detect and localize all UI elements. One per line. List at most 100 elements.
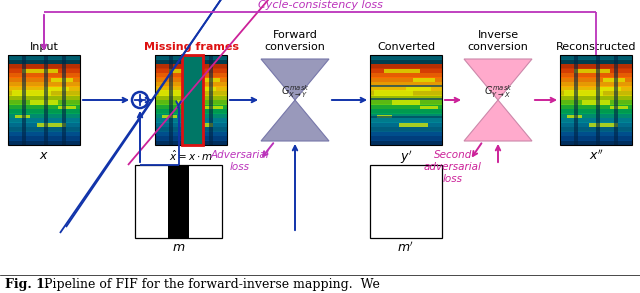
Bar <box>155 109 227 113</box>
Bar <box>560 122 632 127</box>
Text: Second
adversarial
loss: Second adversarial loss <box>424 150 482 184</box>
Text: $m'$: $m'$ <box>397 241 415 255</box>
Bar <box>135 165 222 238</box>
Bar <box>12 90 51 96</box>
Bar <box>155 118 227 122</box>
Text: Reconstructed: Reconstructed <box>556 42 636 52</box>
Bar <box>44 86 69 91</box>
Bar <box>596 55 600 145</box>
Bar <box>198 79 220 82</box>
Bar <box>8 86 80 91</box>
Bar <box>155 95 227 100</box>
Bar <box>374 90 413 96</box>
Bar <box>8 122 80 127</box>
Bar <box>560 95 632 100</box>
Bar <box>560 55 632 145</box>
Bar <box>370 77 442 82</box>
Bar <box>560 104 632 109</box>
Text: $\hat{x} = x \cdot m$: $\hat{x} = x \cdot m$ <box>169 149 213 163</box>
Text: $G^{mask}_{X\rightarrow Y}$: $G^{mask}_{X\rightarrow Y}$ <box>280 84 309 100</box>
Bar <box>370 116 442 118</box>
Bar <box>370 98 442 100</box>
Bar <box>560 127 632 132</box>
Bar <box>370 140 442 145</box>
Text: $m$: $m$ <box>172 241 185 254</box>
Bar <box>8 77 80 82</box>
Bar <box>8 59 80 64</box>
Polygon shape <box>261 59 329 141</box>
Bar <box>406 86 431 91</box>
Bar <box>413 79 435 82</box>
Bar <box>36 123 65 127</box>
Bar <box>564 90 604 96</box>
Bar <box>15 115 29 118</box>
Text: $x$: $x$ <box>39 149 49 162</box>
Text: $y'$: $y'$ <box>400 149 412 166</box>
Bar <box>155 59 227 64</box>
Bar <box>8 131 80 136</box>
Bar <box>155 77 227 82</box>
Bar <box>8 136 80 141</box>
Bar <box>8 104 80 109</box>
Text: Missing frames: Missing frames <box>143 42 239 52</box>
Bar <box>370 100 442 105</box>
Bar <box>560 82 632 86</box>
Bar <box>170 55 173 145</box>
Bar <box>560 113 632 118</box>
Bar <box>370 122 442 127</box>
Bar <box>560 140 632 145</box>
Bar <box>155 82 227 86</box>
Bar <box>8 109 80 113</box>
Bar <box>155 100 227 105</box>
Bar <box>567 115 582 118</box>
Bar <box>575 69 611 73</box>
Bar <box>575 55 578 145</box>
Bar <box>8 95 80 100</box>
Text: $x''$: $x''$ <box>589 149 604 163</box>
Bar <box>560 55 632 59</box>
Bar <box>155 140 227 145</box>
Bar <box>370 55 442 145</box>
Bar <box>177 100 205 105</box>
Bar <box>560 131 632 136</box>
Bar <box>370 59 442 64</box>
Bar <box>159 90 198 96</box>
Bar <box>155 136 227 141</box>
Text: Converted: Converted <box>377 42 435 52</box>
Bar <box>182 55 202 145</box>
Bar <box>370 113 442 118</box>
Bar <box>184 123 212 127</box>
Bar <box>155 55 227 59</box>
Circle shape <box>132 92 148 108</box>
Bar <box>155 64 227 69</box>
Bar <box>155 122 227 127</box>
Bar <box>8 118 80 122</box>
Bar <box>370 85 442 86</box>
Bar <box>370 82 442 86</box>
Bar <box>614 55 618 145</box>
Bar <box>155 91 227 96</box>
Bar <box>58 106 76 109</box>
Bar <box>191 55 195 145</box>
Bar <box>370 91 442 96</box>
Bar <box>370 86 442 91</box>
Bar <box>8 55 80 145</box>
Bar <box>596 86 621 91</box>
Bar <box>560 100 632 105</box>
Bar <box>370 127 442 132</box>
Bar <box>377 115 392 118</box>
Bar <box>370 104 442 109</box>
Bar <box>8 55 80 145</box>
Bar <box>155 55 227 145</box>
Bar <box>370 131 442 136</box>
Bar <box>560 55 632 145</box>
Bar <box>560 68 632 73</box>
Bar <box>8 73 80 78</box>
Bar <box>209 55 212 145</box>
Bar <box>560 77 632 82</box>
Bar <box>560 109 632 113</box>
Bar <box>155 86 227 91</box>
Bar <box>8 91 80 96</box>
Bar <box>191 86 216 91</box>
Bar <box>370 68 442 73</box>
